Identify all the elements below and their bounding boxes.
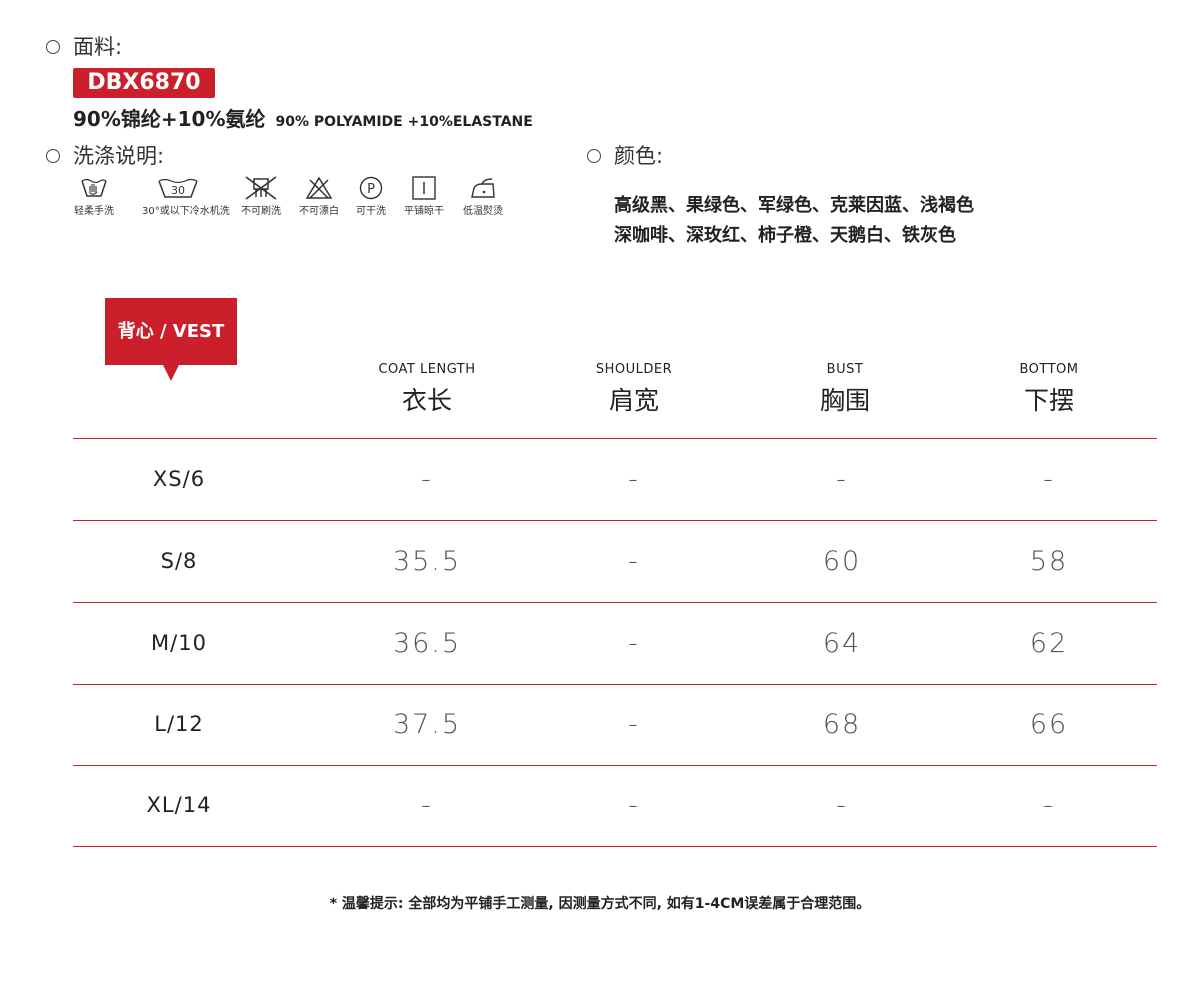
care-label-no-bleach: 不可漂白 [299,206,339,217]
care-item-no-brush: 不可刷洗 [226,176,296,217]
colors-label: 颜色: [614,144,664,168]
fabric-bullet-icon [46,40,60,54]
bottom-cell: 58 [1029,546,1069,577]
table-divider [73,520,1157,521]
vest-tag-pointer [163,365,179,381]
wash-temperature: 30 [171,184,185,197]
care-label-hand-wash: 轻柔手洗 [74,206,114,217]
vest-tag: 背心 / VEST [105,298,237,365]
size-cell: XS/6 [152,467,206,491]
bust-cell: 64 [822,628,862,659]
size-cell: XL/14 [146,793,212,817]
care-label-machine-wash: 30°或以下冷水机洗 [142,206,230,217]
bottom-cell: - [1043,464,1055,495]
coat-length-cell: 35.5 [392,546,462,577]
coat-length-cell: 37.5 [392,709,462,740]
column-header-cn: 衣长 [401,386,452,415]
low-iron-icon [471,178,495,198]
column-header-en: BOTTOM [1019,362,1079,377]
column-header-en: BUST [826,362,864,377]
table-divider [73,765,1157,766]
shoulder-cell: - [628,464,640,495]
hand-wash-icon [81,178,107,197]
bottom-cell: 62 [1029,628,1069,659]
colors-bullet-icon [587,149,601,163]
fabric-label: 面料: [73,35,123,59]
dry-clean-p-icon: P [359,176,383,200]
care-label-no-brush: 不可刷洗 [241,206,281,217]
care-label-low-iron: 低温熨烫 [463,206,503,217]
table-row: M/10 36.5 - 64 62 [73,603,1157,684]
no-bleach-icon [305,176,333,199]
size-cell: M/10 [151,631,207,655]
coat-length-cell: - [421,464,433,495]
care-item-machine-wash: 30 30°或以下冷水机洗 [142,176,230,217]
bust-cell: 60 [822,546,862,577]
bottom-cell: - [1043,790,1055,821]
size-cell: S/8 [160,549,198,573]
dry-flat-icon [412,176,436,200]
coat-length-cell: - [421,790,433,821]
fabric-code-badge: DBX6870 [73,68,215,98]
dry-clean-letter: P [367,182,375,197]
column-header-shoulder: SHOULDER 肩宽 [534,362,734,417]
fabric-composition-en: 90% POLYAMIDE +10%ELASTANE [275,114,533,130]
shoulder-cell: - [628,546,640,577]
table-divider [73,602,1157,603]
bust-cell: 68 [822,709,862,740]
care-item-dry-clean: P 可干洗 [336,176,406,217]
column-header-en: COAT LENGTH [378,362,476,377]
bust-cell: - [836,464,848,495]
bust-cell: - [836,790,848,821]
machine-wash-30-icon: 30 [158,178,198,198]
column-header-bust: BUST 胸围 [745,362,945,417]
table-divider [73,438,1157,439]
care-item-dry-flat: 平铺晾干 [389,176,459,217]
shoulder-cell: - [628,628,640,659]
fabric-composition: 90%锦纶+10%氨纶 90% POLYAMIDE +10%ELASTANE [73,103,533,132]
table-divider [73,684,1157,685]
column-header-bottom: BOTTOM 下摆 [949,362,1149,417]
table-row: XS/6 - - - - [73,439,1157,520]
colors-line-1: 高级黑、果绿色、军绿色、克莱因蓝、浅褐色 [614,195,974,216]
care-item-no-bleach: 不可漂白 [284,176,354,217]
measurement-note: * 温馨提示: 全部均为平铺手工测量, 因测量方式不同, 如有1-4CM误差属于… [329,896,871,912]
table-row: XL/14 - - - - [73,765,1157,846]
care-item-low-iron: 低温熨烫 [448,176,518,217]
table-row: L/12 37.5 - 68 66 [73,684,1157,765]
table-row: S/8 35.5 - 60 58 [73,521,1157,602]
shoulder-cell: - [628,709,640,740]
care-label-dry-flat: 平铺晾干 [404,206,444,217]
care-label: 洗涤说明: [73,144,165,168]
size-cell: L/12 [154,712,204,736]
care-label-dry-clean: 可干洗 [356,206,386,217]
column-header-cn: 下摆 [1023,386,1074,415]
care-item-hand-wash: 轻柔手洗 [59,176,129,217]
column-header-cn: 肩宽 [608,386,659,415]
column-header-coat-length: COAT LENGTH 衣长 [327,362,527,417]
coat-length-cell: 36.5 [392,628,462,659]
column-header-en: SHOULDER [595,362,673,377]
colors-line-2: 深咖啡、深玫红、柿子橙、天鹅白、铁灰色 [614,225,956,246]
care-bullet-icon [46,149,60,163]
fabric-composition-cn: 90%锦纶+10%氨纶 [73,107,266,131]
column-header-cn: 胸围 [819,386,870,415]
no-brush-icon [245,176,277,200]
table-divider [73,846,1157,847]
shoulder-cell: - [628,790,640,821]
bottom-cell: 66 [1029,709,1069,740]
